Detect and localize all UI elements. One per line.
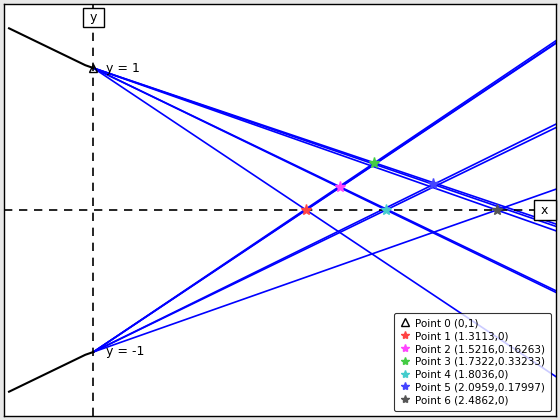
- Text: y: y: [86, 11, 101, 24]
- Legend: Point 0 (0,1), Point 1 (1.3113,0), Point 2 (1.5216,0.16263), Point 3 (1.7322,0.3: Point 0 (0,1), Point 1 (1.3113,0), Point…: [394, 313, 550, 411]
- Text: y = 1: y = 1: [106, 62, 140, 74]
- Text: y = -1: y = -1: [106, 346, 145, 358]
- Text: x: x: [537, 204, 553, 216]
